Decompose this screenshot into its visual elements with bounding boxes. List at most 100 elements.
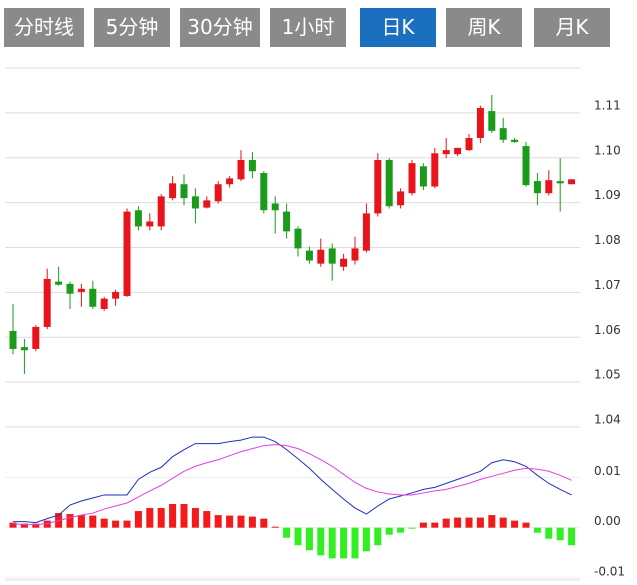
candle-body	[305, 250, 313, 261]
tab[interactable]: 周K	[446, 8, 522, 47]
candle-body	[169, 183, 177, 199]
macd-bar	[294, 527, 302, 546]
candle-body	[533, 181, 541, 194]
macd-bar	[465, 517, 473, 528]
candle-body	[214, 184, 222, 202]
macd-bar	[340, 527, 348, 559]
tab[interactable]: 5分钟	[94, 8, 170, 47]
macd-bar	[20, 523, 28, 528]
candle-body	[100, 298, 108, 309]
candle-body	[55, 281, 63, 285]
candle-body	[112, 291, 120, 299]
y-tick-label: 0.01	[594, 464, 621, 478]
macd-bar	[203, 511, 211, 528]
tab[interactable]: 分时线	[4, 8, 84, 47]
macd-bar	[191, 508, 199, 528]
macd-bar	[419, 522, 427, 528]
macd-bar	[66, 514, 74, 528]
dea-line	[12, 444, 572, 526]
candle-body	[408, 163, 416, 194]
candle-body	[397, 191, 405, 206]
macd-bar	[9, 522, 17, 528]
candle-body	[203, 200, 211, 208]
candle-body	[180, 184, 188, 199]
candle-body	[134, 210, 142, 227]
candle-body	[556, 181, 564, 184]
candle-body	[568, 179, 576, 185]
macd-bar	[283, 527, 291, 538]
macd-bar	[533, 527, 541, 533]
macd-bar	[568, 527, 576, 546]
tab[interactable]: 月K	[534, 8, 610, 47]
macd-bar	[237, 515, 245, 528]
candle-body	[123, 211, 131, 296]
macd-bar	[146, 508, 154, 528]
macd-bar	[545, 527, 553, 539]
candle-body	[146, 221, 154, 227]
candle-body	[511, 139, 519, 143]
macd-bar	[499, 517, 507, 528]
candle-body	[9, 330, 17, 349]
macd-bar	[556, 527, 564, 541]
macd-bar	[431, 522, 439, 528]
macd-bar	[511, 520, 519, 528]
macd-bar	[169, 504, 177, 528]
macd-bar	[214, 515, 222, 528]
candle-body	[328, 248, 336, 264]
macd-bar	[442, 518, 450, 528]
macd-bar	[305, 527, 313, 551]
macd-bar	[317, 527, 325, 556]
macd-bar	[100, 518, 108, 528]
y-tick-label: 1.07	[594, 278, 621, 292]
y-tick-label: 1.06	[594, 323, 621, 337]
candle-body	[340, 258, 348, 267]
macd-bar	[32, 523, 40, 528]
y-tick-label: 1.04	[594, 413, 621, 427]
candle-body	[385, 159, 393, 207]
macd-bar	[123, 520, 131, 528]
macd-bar	[397, 527, 405, 533]
dif-line	[13, 436, 572, 524]
candle-body	[545, 180, 553, 194]
candle-body	[283, 211, 291, 232]
macd-bar	[271, 526, 279, 528]
macd-bar	[351, 527, 359, 559]
y-tick-label: 0.00	[594, 514, 621, 528]
candle-body	[66, 283, 74, 294]
tab[interactable]: 日K	[360, 8, 436, 47]
candle-body	[191, 196, 199, 209]
candle-body	[488, 111, 496, 131]
macd-bar	[248, 516, 256, 528]
candle-body	[157, 196, 165, 227]
macd-bar	[488, 515, 496, 528]
candle-body	[226, 178, 234, 185]
candle-body	[351, 248, 359, 261]
tab[interactable]: 1小时	[270, 8, 346, 47]
candle-body	[374, 159, 382, 214]
macd-bar	[77, 515, 85, 528]
macd-bar	[385, 527, 393, 535]
candle-body	[419, 166, 427, 187]
candle-body	[32, 326, 40, 349]
macd-bar	[522, 522, 530, 528]
candle-body	[294, 228, 302, 249]
candle-body	[271, 203, 279, 211]
candle-body	[260, 173, 268, 211]
macd-bar	[134, 511, 142, 528]
tab[interactable]: 30分钟	[180, 8, 260, 47]
y-tick-label: 1.05	[594, 368, 621, 382]
macd-bar	[374, 527, 382, 546]
candle-body	[20, 347, 28, 351]
macd-bar	[112, 520, 120, 528]
macd-bar	[180, 504, 188, 528]
y-tick-label: 1.09	[594, 188, 621, 202]
candle-body	[522, 146, 530, 186]
candle-body	[89, 288, 97, 307]
macd-bar	[260, 518, 268, 528]
macd-bar	[362, 527, 370, 552]
y-tick-label: 1.11	[594, 98, 621, 112]
candle-body	[465, 138, 473, 151]
candle-body	[237, 159, 245, 180]
